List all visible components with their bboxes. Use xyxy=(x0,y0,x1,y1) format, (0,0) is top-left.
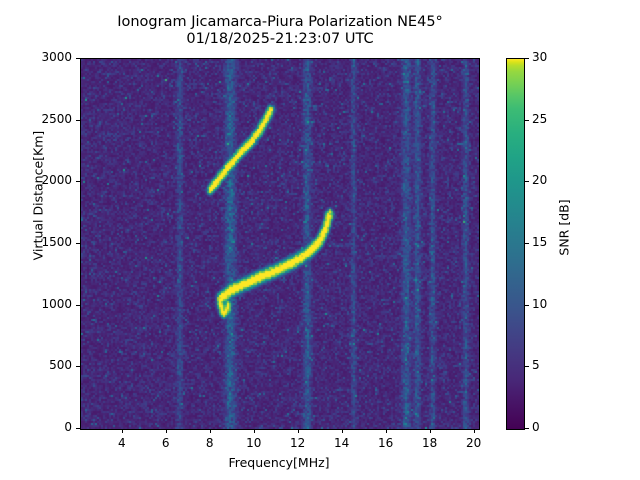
y-tick-label: 2500 xyxy=(41,111,72,126)
colorbar-tick-label: 15 xyxy=(532,235,548,249)
y-tick-mark xyxy=(76,58,80,59)
x-tick-mark xyxy=(341,429,343,433)
x-tick-label: 14 xyxy=(334,436,350,450)
x-tick-mark xyxy=(473,429,475,433)
x-tick-label: 12 xyxy=(290,436,306,450)
title-line-2: 01/18/2025-21:23:07 UTC xyxy=(186,31,374,47)
y-tick-label: 2000 xyxy=(41,173,72,188)
y-tick-label: 3000 xyxy=(41,50,72,64)
figure-title: Ionogram Jicamarca-Piura Polarization NE… xyxy=(0,14,560,48)
x-tick-mark xyxy=(165,429,167,433)
x-tick-label: 16 xyxy=(378,436,394,450)
x-tick-label: 10 xyxy=(246,436,262,450)
colorbar-tick-label: 10 xyxy=(532,296,548,311)
x-tick-mark xyxy=(385,429,387,433)
colorbar-tick-label: 5 xyxy=(532,358,540,373)
y-tick-mark xyxy=(76,428,80,429)
colorbar-tick-mark xyxy=(525,119,529,121)
ionogram-heatmap-canvas xyxy=(81,59,479,429)
colorbar-tick-label: 0 xyxy=(532,420,540,434)
colorbar-label: SNR [dB] xyxy=(556,199,572,256)
y-tick-mark xyxy=(76,366,80,368)
x-tick-label: 20 xyxy=(465,436,482,450)
x-tick-mark xyxy=(429,429,431,433)
x-tick-label: 18 xyxy=(421,436,438,450)
colorbar xyxy=(506,58,525,430)
x-tick-mark xyxy=(253,429,255,433)
x-tick-label: 4 xyxy=(117,436,126,450)
x-tick-label: 8 xyxy=(205,436,214,450)
y-tick-mark xyxy=(76,119,80,121)
colorbar-tick-label: 30 xyxy=(532,50,548,64)
x-tick-mark xyxy=(297,429,299,433)
colorbar-tick-mark xyxy=(525,428,529,429)
y-tick-mark xyxy=(76,181,80,183)
y-tick-mark xyxy=(76,304,80,306)
x-tick-mark xyxy=(209,429,211,433)
colorbar-tick-mark xyxy=(525,243,529,244)
ionogram-plot-area xyxy=(80,58,480,430)
colorbar-tick-label: 25 xyxy=(532,111,548,126)
y-tick-label: 500 xyxy=(49,358,72,373)
colorbar-gradient xyxy=(507,59,524,429)
y-tick-label: 1000 xyxy=(41,296,72,311)
title-line-1: Ionogram Jicamarca-Piura Polarization NE… xyxy=(117,14,443,30)
y-tick-mark xyxy=(76,243,80,244)
colorbar-tick-mark xyxy=(525,58,529,59)
colorbar-tick-mark xyxy=(525,366,529,368)
x-axis-label: Frequency[MHz] xyxy=(228,455,330,470)
colorbar-tick-label: 20 xyxy=(532,173,548,188)
x-tick-mark xyxy=(121,429,123,433)
x-tick-label: 6 xyxy=(161,436,170,450)
colorbar-tick-mark xyxy=(525,181,529,183)
y-tick-label: 0 xyxy=(64,420,72,434)
y-tick-label: 1500 xyxy=(41,235,72,249)
colorbar-tick-mark xyxy=(525,304,529,306)
